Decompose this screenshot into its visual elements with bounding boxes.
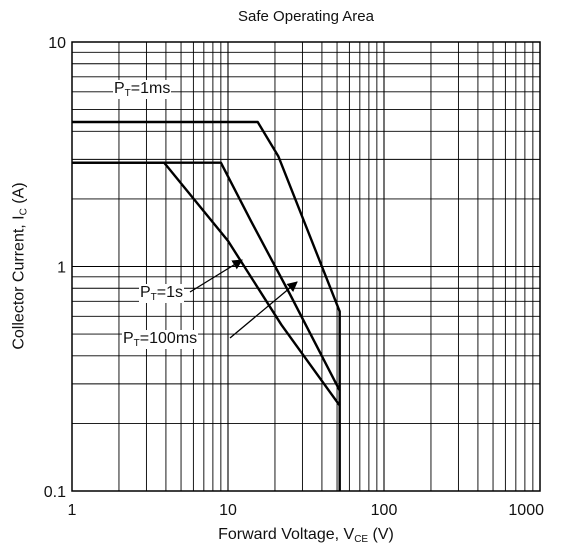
series-label-100ms-sub: T — [133, 338, 140, 349]
series-label-1ms: PT=1ms — [113, 80, 172, 99]
y-tick-label: 10 — [48, 35, 66, 52]
x-axis-label-sub: CE — [354, 534, 369, 545]
x-axis-label-main: Forward Voltage, V — [218, 526, 355, 543]
x-tick-label: 10 — [219, 502, 237, 519]
series-label-1s-sub: T — [150, 292, 157, 303]
series-label-1s-main: P — [140, 284, 151, 301]
series-label-100ms-main: P — [123, 330, 134, 347]
series-label-1s: PT=1s — [139, 284, 185, 303]
chart-title: Safe Operating Area — [238, 8, 374, 25]
x-tick-label: 1 — [68, 502, 77, 519]
series-line-1 — [72, 161, 341, 392]
series-line-2 — [72, 161, 341, 407]
series-label-1s-rest: =1s — [156, 284, 184, 301]
series-line-0 — [72, 120, 341, 491]
series-label-100ms: PT=100ms — [122, 330, 199, 349]
plot-frame — [71, 41, 541, 492]
pt-100ms-arrow — [229, 281, 298, 339]
x-tick-label: 1000 — [508, 502, 544, 519]
pt-1s-arrow — [189, 259, 243, 293]
series-label-1ms-main: P — [114, 80, 125, 97]
series-label-1ms-rest: =1ms — [130, 80, 171, 97]
y-tick-label: 1 — [57, 260, 66, 277]
series-layer — [72, 120, 341, 491]
x-tick-label: 100 — [371, 502, 398, 519]
series-label-100ms-rest: =100ms — [139, 330, 198, 347]
y-tick-label: 0.1 — [44, 484, 66, 501]
x-axis-label: Forward Voltage, VCE (V) — [72, 526, 540, 545]
series-label-1ms-sub: T — [124, 88, 131, 99]
x-axis-label-suffix: (V) — [368, 526, 394, 543]
